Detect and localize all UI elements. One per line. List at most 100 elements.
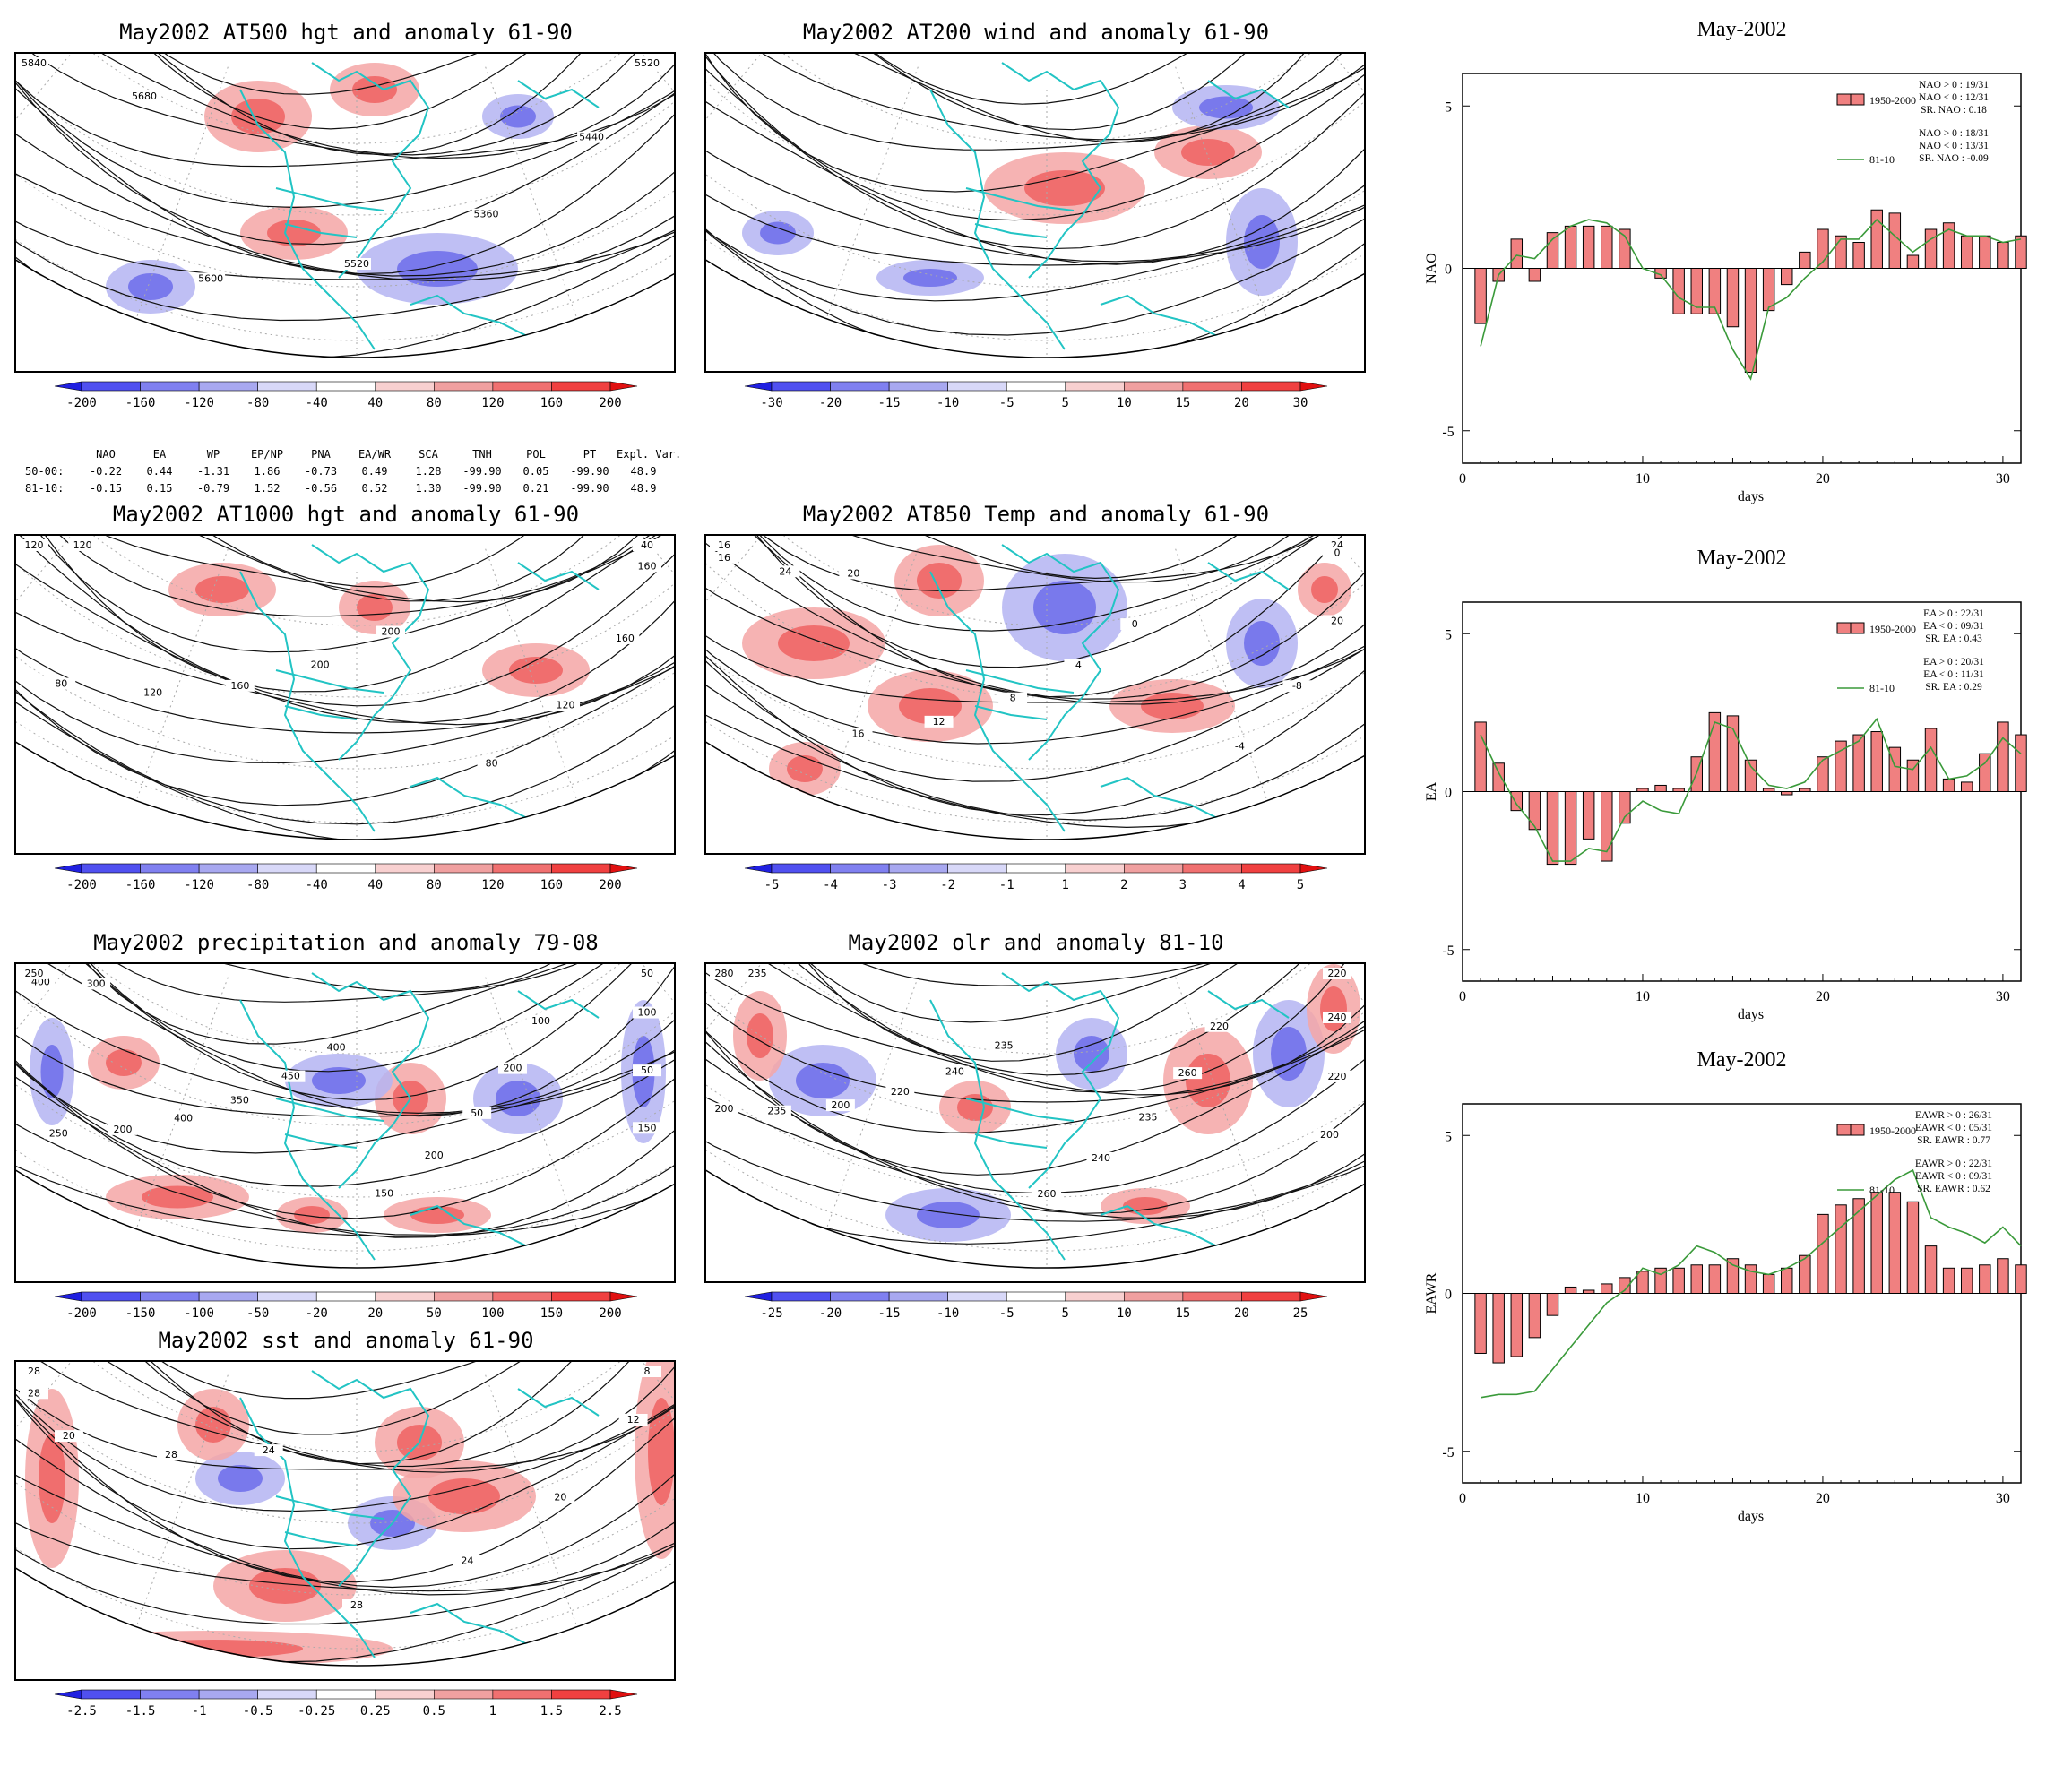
contour-label: 8 — [1010, 693, 1016, 704]
series-line-81-10 — [1480, 717, 2022, 862]
contour-label: 300 — [87, 978, 106, 989]
contour-line — [16, 536, 674, 588]
colorbar-tick-label: 80 — [427, 396, 442, 410]
coastline — [239, 571, 376, 832]
bar — [1636, 788, 1649, 793]
strong-positive-anomaly — [787, 755, 823, 782]
header-ea: EA — [152, 448, 167, 461]
colorbar-tick-label: -5 — [764, 878, 780, 892]
legend-label: 81-10 — [1869, 1184, 1895, 1196]
map-title: May2002 sst and anomaly 61-90 — [158, 1328, 534, 1353]
contour-label: 28 — [28, 1387, 40, 1399]
contour-line — [706, 54, 1364, 266]
colorbar-tick-label: -120 — [184, 396, 214, 410]
x-tick-label: 30 — [1996, 471, 2010, 487]
contour-line — [706, 964, 1364, 1219]
map-panel: May2002 olr and anomaly 81-10 280 260 220 24… — [704, 930, 1368, 1324]
colorbar-tick-label: 0.5 — [423, 1704, 445, 1719]
map-plot — [706, 54, 1364, 358]
strong-negative-anomaly — [1074, 1036, 1109, 1072]
colorbar-tick-label: 0.25 — [360, 1704, 391, 1719]
coastline — [275, 1495, 384, 1546]
contour-label: 200 — [382, 626, 401, 638]
x-tick-label: 10 — [1636, 471, 1650, 487]
strong-negative-anomaly — [1244, 215, 1280, 269]
header-sca: SCA — [419, 448, 438, 461]
colorbar-segment — [257, 1291, 317, 1302]
contour-label: 20 — [554, 1492, 566, 1503]
coastline — [929, 571, 1066, 832]
chart-title: May-2002 — [1697, 1048, 1787, 1072]
strong-negative-anomaly — [1271, 1027, 1307, 1081]
bar — [2015, 1264, 2027, 1294]
coastline — [275, 1098, 384, 1149]
contour-line — [16, 964, 674, 1003]
latitude-circle — [16, 54, 674, 341]
colorbar-tick-label: -150 — [125, 1306, 156, 1321]
bar — [1528, 1293, 1541, 1339]
bar — [1762, 268, 1775, 312]
header-pna: PNA — [311, 448, 331, 461]
y-axis-label: EA — [1424, 781, 1439, 801]
bar — [1601, 1283, 1613, 1294]
bar — [1906, 254, 1920, 269]
contour-label: 235 — [1139, 1112, 1158, 1124]
map-plot: 2501005010050150100200502001504004503504… — [16, 964, 674, 1269]
colorbar-segment — [492, 863, 552, 874]
bar — [1799, 1254, 1811, 1294]
coastline — [311, 972, 430, 1189]
timeseries-chart: May-2002 0 10 20 30 -5 0 5 days EA 1950-2000 81-10 E… — [1424, 547, 2027, 1022]
map-frame: 2802602202402202002202602352402602352402… — [704, 962, 1366, 1283]
contour-line — [16, 964, 674, 1045]
bar — [1888, 212, 1902, 269]
colorbar-tick-label: -40 — [306, 878, 328, 892]
contour-label: 120 — [143, 686, 162, 698]
colorbar-tick-label: 5 — [1297, 878, 1304, 892]
colorbar-svg: -25 -20 -15 -10 -5 5 10 15 20 25 — [744, 1291, 1328, 1321]
stats-text: EA > 0 : 22/31 — [1923, 608, 1984, 619]
colorbar-tick-label: 20 — [1234, 396, 1249, 410]
strong-positive-anomaly — [39, 1434, 65, 1523]
contour-line — [16, 54, 674, 322]
colorbar-segment — [492, 1689, 552, 1700]
bar — [1510, 791, 1524, 812]
contour-line — [706, 536, 1364, 829]
colorbar-segment — [434, 381, 494, 392]
bar — [1708, 711, 1722, 792]
header-eawr: EA/WR — [358, 448, 392, 461]
bar — [1942, 222, 1955, 269]
contour-line — [16, 54, 674, 277]
contour-label: 235 — [748, 968, 767, 979]
colorbar-segment — [257, 381, 317, 392]
y-tick-label: -5 — [1442, 943, 1454, 959]
x-tick-label: 0 — [1459, 471, 1466, 487]
table-cell: -99.90 — [462, 482, 502, 495]
bar — [1510, 238, 1524, 269]
contour-line — [16, 1362, 674, 1468]
coastline — [965, 669, 1075, 720]
strong-positive-anomaly — [410, 1206, 464, 1224]
strong-negative-anomaly — [312, 1067, 366, 1094]
table-cell: -0.22 — [89, 465, 123, 478]
contour-line — [16, 964, 674, 1073]
colorbar: -200 -150 -100 -50 -20 20 50 100 150 200 — [50, 1290, 642, 1328]
contour-label: 80 — [55, 677, 67, 689]
bar — [1528, 268, 1541, 282]
contour-line — [16, 54, 674, 130]
contour-line — [706, 54, 1364, 151]
bar — [1817, 756, 1829, 793]
y-tick-label: 5 — [1445, 627, 1452, 642]
bar — [1799, 788, 1811, 793]
colorbar-tick-label: -200 — [66, 878, 97, 892]
strong-positive-anomaly — [1181, 139, 1235, 166]
colorbar-min-arrow — [744, 863, 773, 874]
bar — [1852, 1198, 1865, 1294]
coastline — [965, 187, 1075, 238]
timeseries-chart: May-2002 0 10 20 30 -5 0 5 days EAWR 1950-2000 81-1… — [1424, 1048, 2027, 1524]
contour-line — [706, 536, 1364, 782]
bar — [1835, 740, 1847, 793]
stats-text: SR. EAWR : 0.62 — [1917, 1184, 1990, 1194]
row-label: 50-00: — [25, 465, 65, 478]
series-line-81-10 — [1480, 1168, 2022, 1399]
colorbar-segment — [198, 863, 258, 874]
